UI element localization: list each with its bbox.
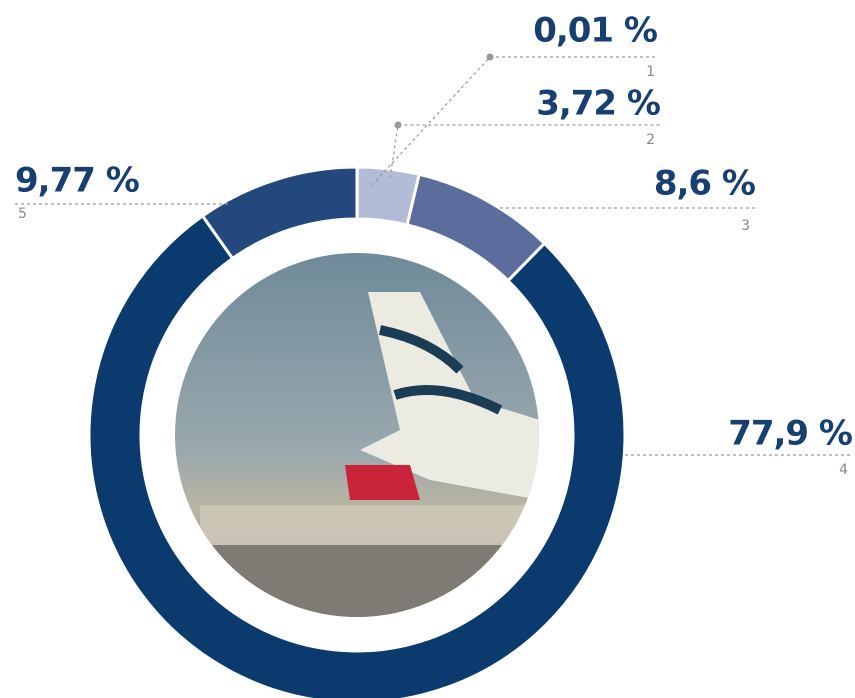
leader-dot — [395, 122, 402, 129]
category-label: 1 — [646, 64, 655, 80]
photo — [175, 253, 540, 617]
donut-segment — [203, 167, 357, 258]
value-label: 0,01 % — [533, 11, 657, 51]
leader-line — [390, 125, 660, 178]
value-label: 77,9 % — [728, 414, 852, 454]
category-label: 4 — [839, 462, 848, 478]
page: {"chart_data": {"type": "donut", "catego… — [0, 0, 855, 698]
leader-dot — [487, 54, 494, 61]
category-label: 2 — [646, 132, 655, 148]
value-label: 9,77 % — [15, 161, 139, 201]
value-label: 3,72 % — [536, 84, 660, 124]
category-label: 3 — [741, 218, 750, 234]
category-label: 5 — [18, 206, 27, 222]
chart: 0,01 % 1 3,72 % 2 8,6 % 3 77,9 % 4 9,77 % 5 — [0, 0, 855, 698]
value-label: 8,6 % — [654, 164, 755, 204]
